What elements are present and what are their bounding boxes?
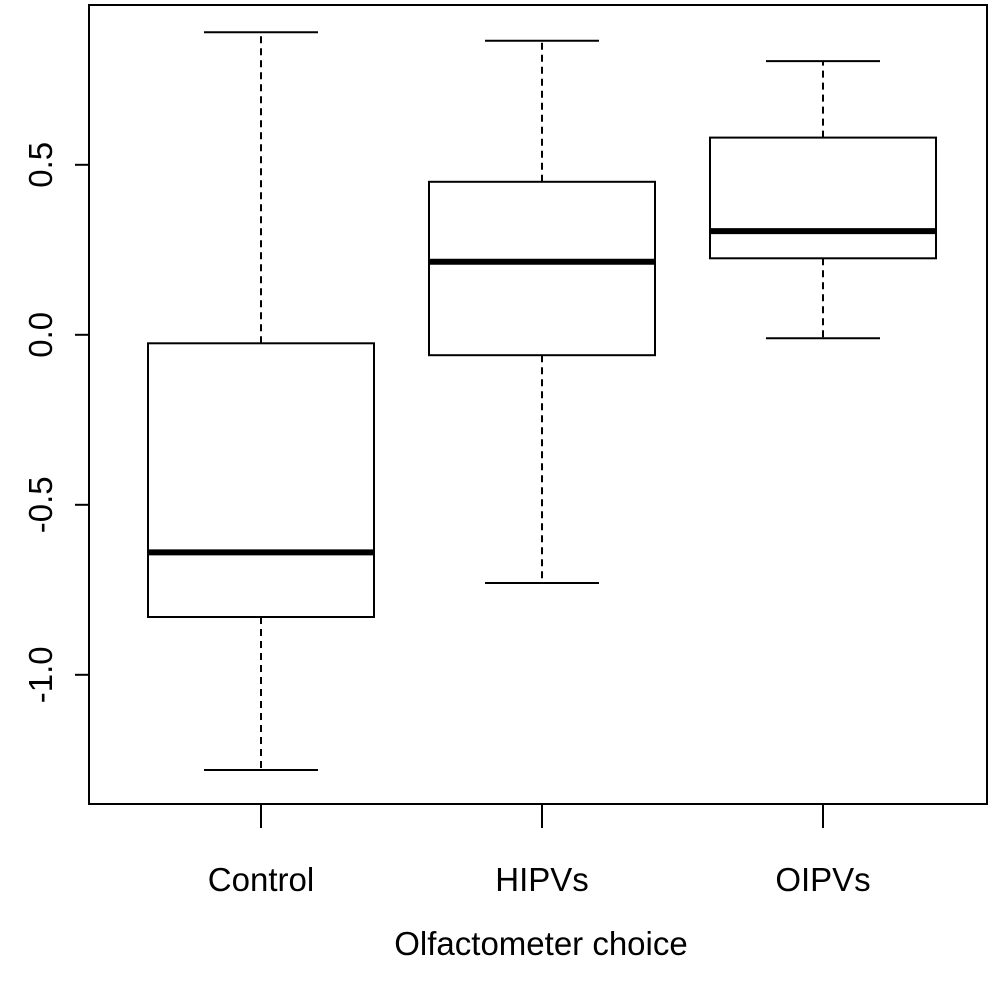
x-axis-title: Olfactometer choice xyxy=(394,925,687,962)
y-tick-label-neg-0-5: -0.5 xyxy=(22,476,59,533)
iqr-box-hipvs xyxy=(428,180,656,357)
iqr-box-oipvs xyxy=(709,136,937,260)
y-tick-label-0-5: 0.5 xyxy=(22,142,59,188)
box-control xyxy=(147,31,375,771)
plot-frame xyxy=(88,4,988,805)
x-tick-label-control: Control xyxy=(208,861,314,898)
boxes-layer xyxy=(147,31,937,771)
y-axis: -1.0 -0.5 0.0 0.5 xyxy=(22,142,89,703)
box-oipvs xyxy=(709,60,937,340)
x-tick-label-hipvs: HIPVs xyxy=(495,861,589,898)
iqr-box-control xyxy=(147,342,375,618)
y-tick-label-0-0: 0.0 xyxy=(22,312,59,358)
x-tick-label-oipvs: OIPVs xyxy=(775,861,870,898)
x-axis: Control HIPVs OIPVs xyxy=(208,804,871,898)
box-hipvs xyxy=(428,39,656,584)
y-tick-label-neg-1-0: -1.0 xyxy=(22,646,59,703)
